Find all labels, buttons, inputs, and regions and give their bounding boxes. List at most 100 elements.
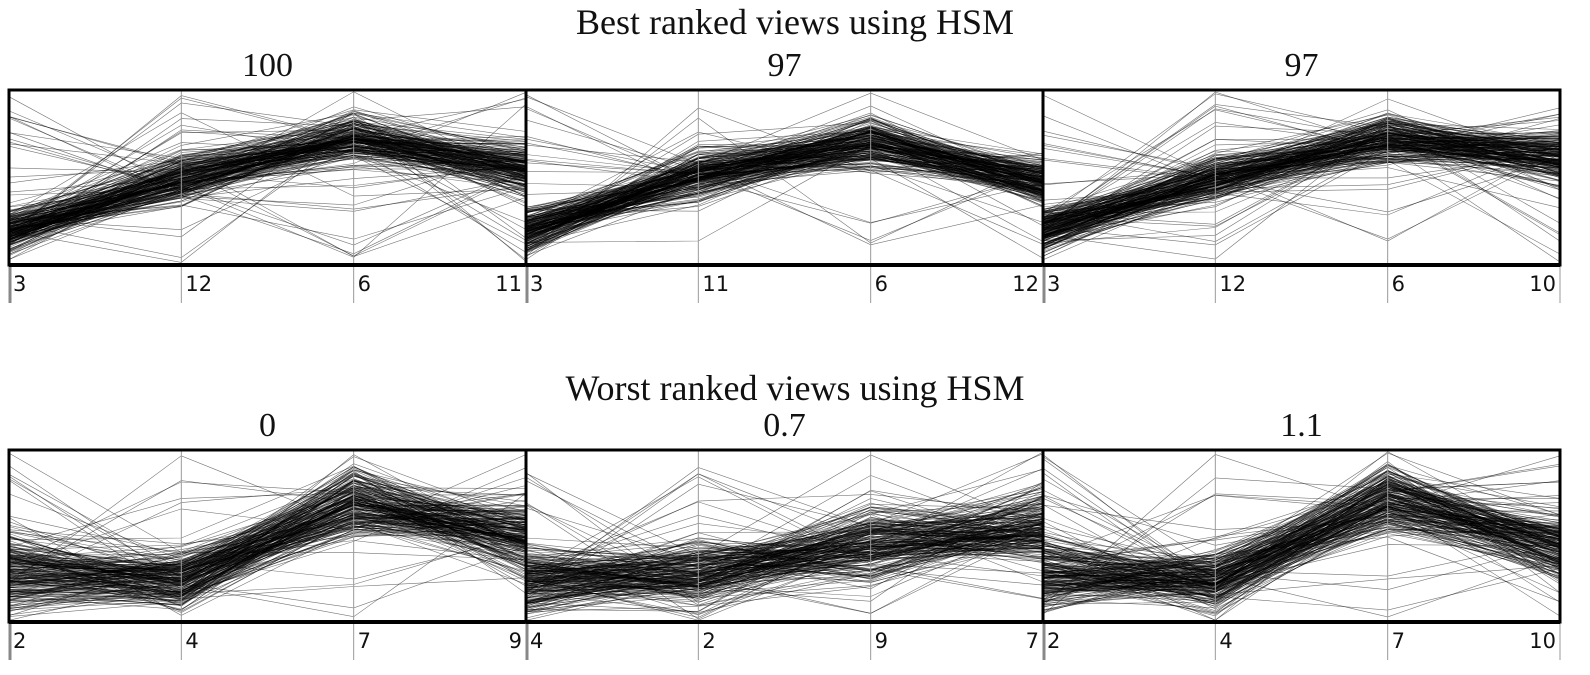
data-polyline [8,150,527,237]
axis-label: 3 [13,272,26,296]
data-polyline [1042,494,1561,578]
data-polyline [1042,140,1561,244]
data-polyline [525,509,1044,586]
data-polyline [1042,145,1561,232]
data-polyline [8,506,527,593]
data-polyline [8,501,527,567]
data-polyline [8,526,527,583]
data-polyline [8,129,527,246]
data-polyline [525,119,1044,240]
axis-label: 2 [702,629,715,653]
data-polyline [8,169,527,255]
axis-label: 7 [1392,629,1405,653]
data-polyline [1042,454,1561,591]
data-polyline [525,540,1044,599]
data-polyline [1042,494,1561,569]
data-polyline [1042,476,1561,603]
data-polyline [1042,465,1561,611]
data-polyline [8,506,527,603]
data-polyline [525,151,1044,239]
data-polyline [8,155,527,252]
panel-score: 97 [768,47,802,84]
data-polyline [8,138,527,207]
data-polyline [8,515,527,566]
data-polyline [8,114,527,241]
data-polyline [8,497,527,555]
data-polyline [8,127,527,232]
data-polyline [1042,464,1561,577]
data-polyline [525,115,1044,249]
data-polyline [525,518,1044,572]
data-polyline [525,520,1044,614]
axis-label: 4 [1219,629,1232,653]
data-polyline [1042,501,1561,588]
data-polyline [8,128,527,240]
data-polyline [8,144,527,225]
data-polyline [8,522,527,592]
data-polyline [8,493,527,583]
data-polyline [8,138,527,241]
data-polyline [1042,139,1561,239]
data-polyline [8,546,527,609]
data-polyline [8,463,527,582]
data-polyline [525,116,1044,224]
data-polyline [525,529,1044,613]
data-polyline [1042,132,1561,222]
data-polyline [525,526,1044,604]
data-polyline [525,529,1044,614]
data-polyline [8,126,527,263]
data-polyline [525,136,1044,241]
data-polyline [8,148,527,222]
data-polyline [525,502,1044,569]
data-polyline [525,141,1044,249]
data-polyline [1042,122,1561,226]
axis-label: 9 [509,629,522,653]
section-title-worst: Worst ranked views using HSM [565,368,1024,408]
data-polyline [8,508,527,578]
data-polyline [8,493,527,560]
axes-layer [7,88,1562,660]
data-polyline [1042,481,1561,599]
data-polyline [525,158,1044,218]
data-polyline [1042,500,1561,586]
data-polyline [8,102,527,261]
data-polyline [1042,144,1561,242]
data-polyline [8,501,527,607]
data-polyline [1042,152,1561,180]
data-polyline [1042,135,1561,239]
data-polyline [1042,467,1561,589]
data-polyline [525,144,1044,243]
data-polyline [1042,128,1561,241]
data-polyline [525,521,1044,575]
panel-score: 1.1 [1280,407,1323,444]
data-polyline [1042,128,1561,246]
section-title-best: Best ranked views using HSM [576,2,1014,42]
data-polyline [8,495,527,577]
data-polyline [525,504,1044,612]
data-polyline [1042,499,1561,613]
data-polyline [8,480,527,595]
axis-label: 12 [185,272,212,296]
data-polyline [8,150,527,223]
data-polyline [8,522,527,583]
data-polyline [525,451,1044,596]
data-polyline [525,489,1044,604]
data-polyline [1042,122,1561,260]
data-polyline [8,504,527,594]
axis-label: 12 [1219,272,1246,296]
data-polyline [8,480,527,611]
axis-label: 3 [530,272,543,296]
data-polyline [8,111,527,190]
data-polyline [525,476,1044,575]
data-polyline [1042,119,1561,218]
axis-label: 3 [1047,272,1060,296]
data-polyline [8,165,527,234]
data-polyline [1042,482,1561,578]
data-polyline [525,143,1044,222]
data-polyline [525,495,1044,557]
data-polyline [8,474,527,570]
data-polyline [1042,124,1561,228]
data-polyline [1042,503,1561,621]
panel-score: 97 [1285,47,1319,84]
data-polyline [1042,125,1561,242]
